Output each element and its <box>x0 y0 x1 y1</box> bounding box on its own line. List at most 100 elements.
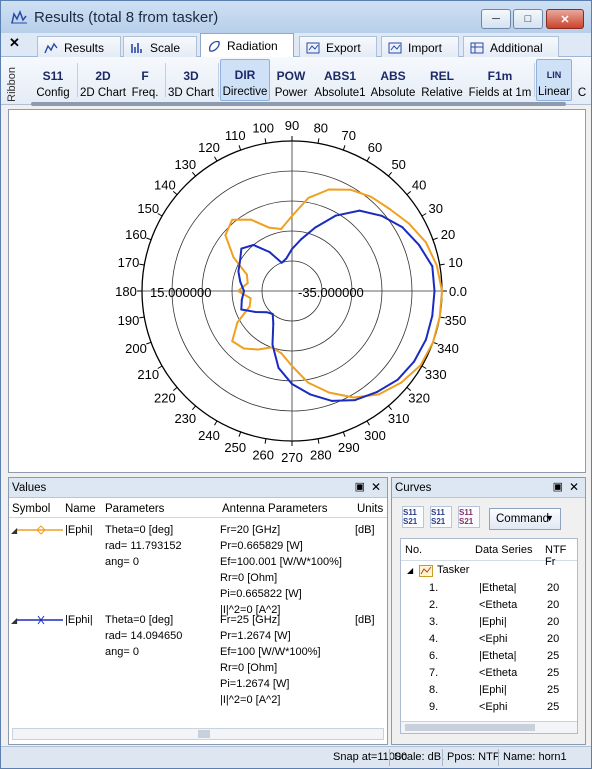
float-icon[interactable]: ▣ <box>552 481 563 493</box>
data-point <box>370 195 373 198</box>
data-point <box>280 352 283 355</box>
minimize-button[interactable]: ─ <box>481 9 511 29</box>
data-point <box>349 188 352 191</box>
tab-scale[interactable]: Scale <box>123 36 197 58</box>
curve-row[interactable]: 2. <Etheta 20 <box>429 599 560 611</box>
absolute-icon: ABS <box>380 69 406 83</box>
curve-row[interactable]: 1. |Etheta| 20 <box>429 582 560 594</box>
absolute-button[interactable]: ABS Absolute <box>370 59 416 101</box>
config-button[interactable]: S11 Config <box>31 59 75 101</box>
scale-icon <box>131 42 142 53</box>
remove-curve-button[interactable]: S11 S21 <box>458 506 480 528</box>
angle-tick-label: 60 <box>368 140 382 155</box>
values-scrollbar[interactable] <box>12 728 384 740</box>
close-button[interactable]: ✕ <box>546 9 584 29</box>
fields-at-1m-button[interactable]: F1m Fields at 1m <box>467 59 533 101</box>
import-icon <box>388 42 402 53</box>
blue-x-symbol: ◢ <box>11 615 63 625</box>
tab-radiation[interactable]: Radiation <box>200 33 294 58</box>
maximize-button[interactable]: □ <box>513 9 543 29</box>
data-point <box>277 366 280 369</box>
data-point <box>309 393 312 396</box>
data-point <box>435 264 438 267</box>
command-dropdown[interactable]: Command ▼ <box>489 508 561 530</box>
data-point <box>334 214 337 217</box>
angle-tick <box>439 263 445 266</box>
data-point <box>239 260 242 262</box>
curve-row[interactable]: 7. <Etheta 25 <box>429 667 560 679</box>
angle-tick-label: 230 <box>174 411 196 426</box>
sparams-icon: S11 S21 <box>459 508 474 526</box>
data-point <box>245 273 248 276</box>
data-point <box>291 365 293 367</box>
polar-plot-panel[interactable]: 0.0 10 20 30 40 50 60 70 80 90 100 110 120 130 140 150 1… <box>8 109 586 473</box>
angle-tick <box>172 387 178 392</box>
tab-import[interactable]: Import <box>381 36 459 58</box>
data-point <box>407 222 410 225</box>
freq-button[interactable]: F Freq. <box>129 59 161 101</box>
directive-button[interactable]: DIR Directive <box>220 59 270 101</box>
curve-row[interactable]: 6. |Etheta| 25 <box>429 650 560 662</box>
title-bar[interactable]: Results (total 8 from tasker) ─ □ ✕ <box>1 1 591 33</box>
close-ribbon-icon[interactable]: ✕ <box>9 35 20 50</box>
tasker-group[interactable]: ◢ Tasker <box>407 564 470 577</box>
float-icon[interactable]: ▣ <box>354 481 365 493</box>
link-curve-button[interactable]: S11 S21 <box>430 506 452 528</box>
ribbon-label: Ribbon <box>6 67 18 102</box>
3d-chart-icon: 3D <box>183 69 199 83</box>
close-panel-icon[interactable]: ✕ <box>568 480 579 494</box>
angle-tick <box>432 237 438 241</box>
power-icon: POW <box>276 69 306 83</box>
absolute1-icon: ABS1 <box>323 69 356 83</box>
tab-results[interactable]: Results <box>37 36 121 58</box>
curves-scrollbar[interactable] <box>401 721 577 733</box>
curve-row[interactable]: 3. |Ephi| 20 <box>429 616 560 628</box>
data-point <box>257 348 260 351</box>
additional-icon <box>470 42 484 53</box>
3d-chart-button[interactable]: 3D 3D Chart <box>167 59 215 101</box>
tab-export[interactable]: Export <box>299 36 377 58</box>
data-point <box>438 316 441 319</box>
relative-button[interactable]: REL Relative <box>419 59 465 101</box>
curve-row[interactable]: 4. <Ephi 20 <box>429 633 560 645</box>
data-point <box>413 360 416 363</box>
angle-tick <box>342 145 346 151</box>
add-curve-button[interactable]: S11 S21 <box>402 506 424 528</box>
angle-tick-label: 80 <box>314 121 328 136</box>
2d-chart-button[interactable]: 2D 2D Chart <box>79 59 127 101</box>
data-point <box>232 256 235 259</box>
angle-tick-label: 340 <box>437 341 459 356</box>
data-point <box>231 218 234 221</box>
more-button[interactable]: C <box>577 87 587 99</box>
angle-tick-label: 20 <box>441 227 455 242</box>
absolute1-button[interactable]: ABS1 Absolute1 <box>312 59 368 101</box>
data-point <box>285 257 288 260</box>
curve-row[interactable]: 8. |Ephi| 25 <box>429 684 560 696</box>
minimize-icon: ─ <box>492 13 500 25</box>
close-panel-icon[interactable]: ✕ <box>370 480 381 494</box>
snap-status: Snap at=11000 <box>333 751 408 763</box>
fields-at-1m-icon: F1m <box>487 69 513 83</box>
curve-row[interactable]: 9. <Ephi 25 <box>429 701 560 713</box>
data-point <box>252 244 255 247</box>
data-point <box>240 308 243 311</box>
data-point <box>307 381 310 384</box>
expand-icon[interactable]: ◢ <box>407 566 414 575</box>
app-icon <box>11 10 27 24</box>
tab-additional[interactable]: Additional <box>463 36 559 58</box>
curves-header: No. Data Series NTF Fr <box>401 539 577 568</box>
data-point <box>401 226 404 229</box>
data-point <box>327 391 330 394</box>
scale-status: Scale: dB. <box>394 751 445 763</box>
data-point <box>280 227 283 230</box>
data-point <box>331 399 334 402</box>
angle-tick-label: 170 <box>118 255 140 270</box>
data-point <box>246 282 249 285</box>
sparams-icon: S11 S21 <box>431 508 446 526</box>
linear-button[interactable]: LIN Linear <box>536 59 572 101</box>
angle-tick-label: 310 <box>388 411 410 426</box>
power-button[interactable]: POW Power <box>273 59 309 101</box>
ribbon-scrollbar[interactable] <box>31 102 566 106</box>
radiation-icon <box>209 40 220 52</box>
